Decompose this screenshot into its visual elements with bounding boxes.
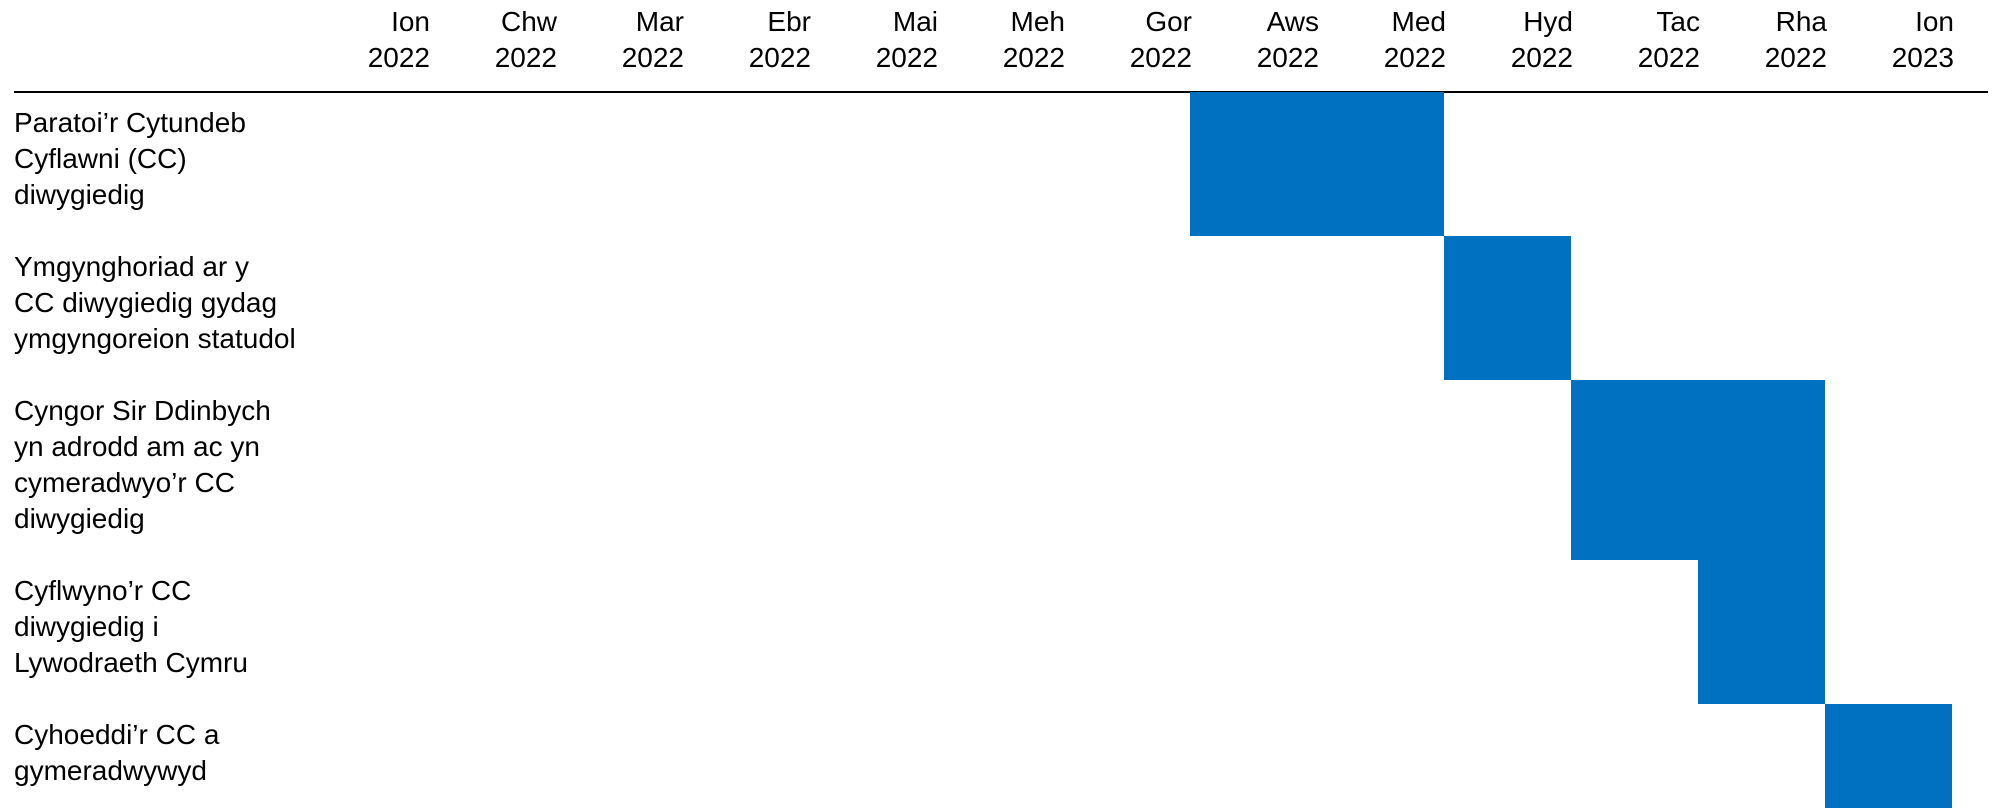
month-axis: Ion 2022 Chw 2022 Mar 2022 Ebr 2022 Mai 2022 Meh 20… — [368, 6, 1954, 73]
task-bar-4 — [1825, 704, 1952, 808]
task-label-0: Paratoi’r Cytundeb Cyflawni (CC) diwygiedi… — [14, 107, 246, 210]
task-label-line: Ymgynghoriad ar y — [14, 251, 249, 282]
task-label-line: diwygiedig i — [14, 611, 159, 642]
month-label-6: Gor — [1145, 6, 1192, 37]
task-bar-1 — [1444, 236, 1571, 380]
task-label-line: cymeradwyo’r CC — [14, 467, 235, 498]
task-label-line: CC diwygiedig gydag — [14, 287, 277, 318]
month-label-5: Meh — [1011, 6, 1065, 37]
year-label-5: 2022 — [1003, 42, 1065, 73]
year-label-2: 2022 — [622, 42, 684, 73]
year-label-4: 2022 — [876, 42, 938, 73]
month-label-4: Mai — [893, 6, 938, 37]
year-label-11: 2022 — [1765, 42, 1827, 73]
month-label-9: Hyd — [1523, 6, 1573, 37]
year-label-10: 2022 — [1638, 42, 1700, 73]
year-label-6: 2022 — [1130, 42, 1192, 73]
task-label-line: diwygiedig — [14, 503, 145, 534]
task-label-line: Lywodraeth Cymru — [14, 647, 248, 678]
task-bar-3 — [1698, 560, 1825, 704]
year-label-9: 2022 — [1511, 42, 1573, 73]
task-bar-0 — [1190, 92, 1444, 236]
month-label-12: Ion — [1915, 6, 1954, 37]
month-label-8: Med — [1392, 6, 1446, 37]
month-label-0: Ion — [391, 6, 430, 37]
task-label-line: Cyhoeddi’r CC a — [14, 719, 220, 750]
month-label-10: Tac — [1656, 6, 1700, 37]
task-label-line: ymgyngoreion statudol — [14, 323, 296, 354]
month-label-2: Mar — [636, 6, 684, 37]
year-label-7: 2022 — [1257, 42, 1319, 73]
task-bar-2 — [1571, 380, 1825, 560]
month-label-3: Ebr — [767, 6, 811, 37]
month-label-7: Aws — [1267, 6, 1319, 37]
task-label-line: Paratoi’r Cytundeb — [14, 107, 246, 138]
task-label-line: Cyngor Sir Ddinbych — [14, 395, 271, 426]
task-label-line: yn adrodd am ac yn — [14, 431, 260, 462]
year-label-1: 2022 — [495, 42, 557, 73]
task-label-line: gymeradwywyd — [14, 755, 207, 786]
task-label-3: Cyflwyno’r CC diwygiedig i Lywodraeth Cymr… — [14, 575, 248, 678]
year-label-12: 2023 — [1892, 42, 1954, 73]
task-label-2: Cyngor Sir Ddinbych yn adrodd am ac yn cym… — [14, 395, 271, 534]
task-label-line: Cyflwyno’r CC — [14, 575, 191, 606]
year-label-8: 2022 — [1384, 42, 1446, 73]
task-label-1: Ymgynghoriad ar y CC diwygiedig gydag ymgy… — [14, 251, 296, 354]
year-label-3: 2022 — [749, 42, 811, 73]
month-label-11: Rha — [1776, 6, 1828, 37]
task-label-line: Cyflawni (CC) — [14, 143, 187, 174]
task-bars — [1190, 92, 1952, 808]
month-label-1: Chw — [501, 6, 558, 37]
task-label-line: diwygiedig — [14, 179, 145, 210]
task-label-4: Cyhoeddi’r CC a gymeradwywyd — [14, 719, 220, 786]
year-label-0: 2022 — [368, 42, 430, 73]
task-labels: Paratoi’r Cytundeb Cyflawni (CC) diwygiedi… — [14, 107, 296, 786]
